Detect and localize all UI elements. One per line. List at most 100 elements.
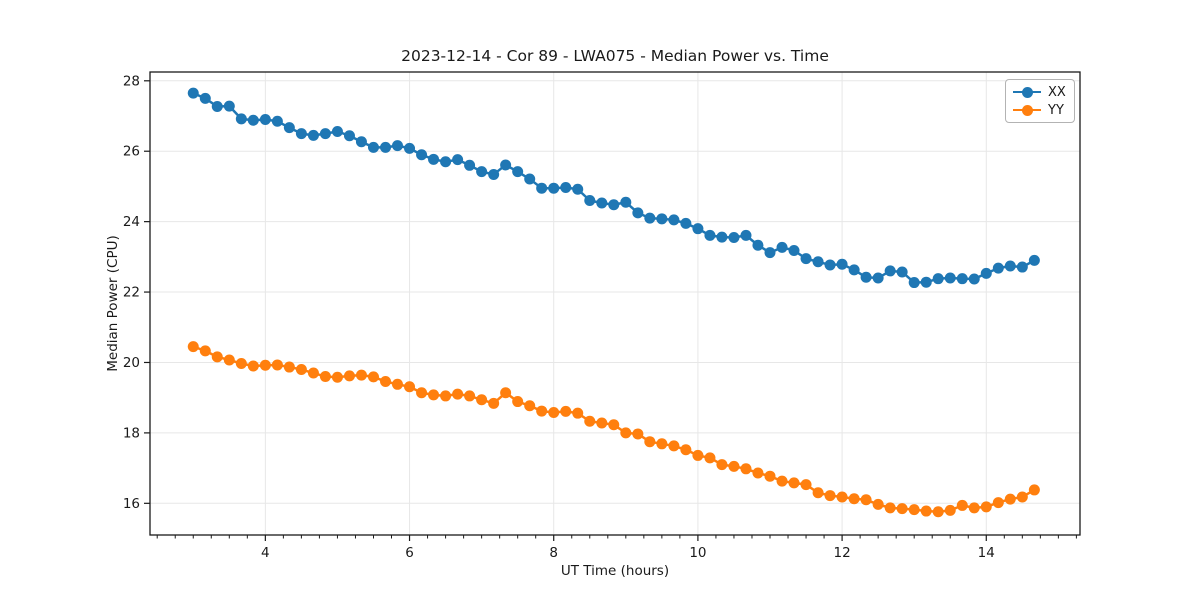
- data-point-xx: [596, 197, 608, 209]
- legend-item-xx: XX: [1013, 84, 1074, 100]
- data-point-yy: [884, 502, 896, 514]
- data-point-xx: [536, 182, 548, 194]
- data-point-yy: [620, 427, 632, 439]
- legend: XX YY: [1005, 79, 1075, 123]
- legend-item-yy: YY: [1013, 102, 1074, 118]
- data-point-yy: [716, 459, 728, 471]
- data-point-yy: [548, 406, 560, 418]
- data-point-yy: [932, 506, 944, 518]
- data-point-xx: [211, 101, 223, 113]
- data-point-yy: [608, 419, 620, 431]
- y-tick-label: 28: [123, 73, 140, 89]
- data-point-yy: [908, 504, 920, 516]
- data-point-xx: [428, 153, 440, 165]
- data-point-xx: [752, 239, 764, 251]
- x-tick-label: 8: [549, 545, 558, 561]
- data-point-yy: [512, 396, 524, 408]
- data-point-xx: [524, 173, 536, 185]
- x-tick-label: 12: [833, 545, 850, 561]
- data-point-yy: [824, 490, 836, 502]
- data-point-xx: [1016, 261, 1028, 273]
- data-point-yy: [452, 388, 464, 400]
- data-point-xx: [764, 247, 776, 259]
- data-point-xx: [836, 258, 848, 270]
- data-point-xx: [187, 87, 199, 99]
- legend-label-xx: XX: [1048, 84, 1066, 100]
- x-tick-label: 4: [261, 545, 270, 561]
- data-point-yy: [704, 452, 716, 464]
- data-point-yy: [848, 493, 860, 505]
- data-point-xx: [560, 181, 572, 193]
- data-point-xx: [199, 92, 211, 104]
- data-point-xx: [656, 213, 668, 225]
- data-point-xx: [416, 149, 428, 161]
- data-point-xx: [740, 229, 752, 241]
- y-axis-label: Median Power (CPU): [105, 235, 121, 372]
- data-point-xx: [992, 262, 1004, 274]
- data-point-yy: [656, 438, 668, 450]
- data-point-xx: [452, 154, 464, 166]
- y-tick-label: 20: [123, 355, 140, 371]
- data-point-yy: [764, 470, 776, 482]
- data-point-xx: [956, 273, 968, 285]
- data-point-yy: [644, 436, 656, 448]
- data-point-xx: [608, 199, 620, 211]
- data-point-xx: [776, 241, 788, 253]
- data-point-xx: [271, 115, 283, 127]
- x-tick-label: 6: [405, 545, 414, 561]
- data-point-yy: [560, 405, 572, 417]
- data-point-yy: [367, 371, 379, 383]
- data-point-xx: [391, 140, 403, 152]
- data-point-yy: [692, 449, 704, 461]
- data-point-xx: [800, 253, 812, 265]
- data-point-xx: [704, 229, 716, 241]
- data-point-yy: [343, 370, 355, 382]
- data-point-xx: [788, 245, 800, 257]
- data-point-xx: [476, 166, 488, 178]
- data-point-xx: [235, 113, 247, 125]
- data-point-xx: [488, 168, 500, 180]
- data-point-xx: [932, 273, 944, 285]
- data-point-yy: [295, 364, 307, 376]
- data-point-yy: [391, 378, 403, 390]
- data-point-xx: [259, 114, 271, 126]
- x-axis-label: UT Time (hours): [560, 563, 670, 579]
- data-point-xx: [223, 100, 235, 112]
- plot-frame: [149, 71, 1081, 536]
- y-tick-label: 18: [123, 425, 140, 441]
- data-point-xx: [644, 212, 656, 224]
- data-point-yy: [247, 360, 259, 372]
- y-tick-label: 22: [123, 285, 140, 301]
- data-point-xx: [584, 195, 596, 207]
- data-point-yy: [536, 405, 548, 417]
- data-point-yy: [836, 491, 848, 503]
- data-point-xx: [668, 214, 680, 226]
- data-point-xx: [632, 207, 644, 219]
- data-point-yy: [1028, 484, 1040, 496]
- y-tick-label: 24: [123, 214, 140, 230]
- data-point-yy: [404, 381, 416, 393]
- data-point-xx: [716, 231, 728, 243]
- data-point-yy: [632, 428, 644, 440]
- data-point-yy: [500, 387, 512, 399]
- data-point-yy: [872, 498, 884, 510]
- data-point-xx: [572, 183, 584, 195]
- data-point-xx: [283, 122, 295, 134]
- data-point-yy: [944, 504, 956, 516]
- y-tick-label: 26: [123, 144, 140, 160]
- data-point-yy: [980, 501, 992, 513]
- data-point-yy: [956, 499, 968, 511]
- data-point-xx: [692, 223, 704, 235]
- data-point-yy: [812, 487, 824, 499]
- data-point-xx: [1004, 260, 1016, 272]
- data-point-xx: [548, 182, 560, 194]
- data-point-yy: [752, 467, 764, 479]
- data-point-yy: [992, 497, 1004, 509]
- data-point-yy: [355, 369, 367, 381]
- data-point-yy: [896, 503, 908, 515]
- data-point-xx: [307, 129, 319, 141]
- data-point-xx: [1028, 254, 1040, 266]
- data-point-yy: [283, 361, 295, 373]
